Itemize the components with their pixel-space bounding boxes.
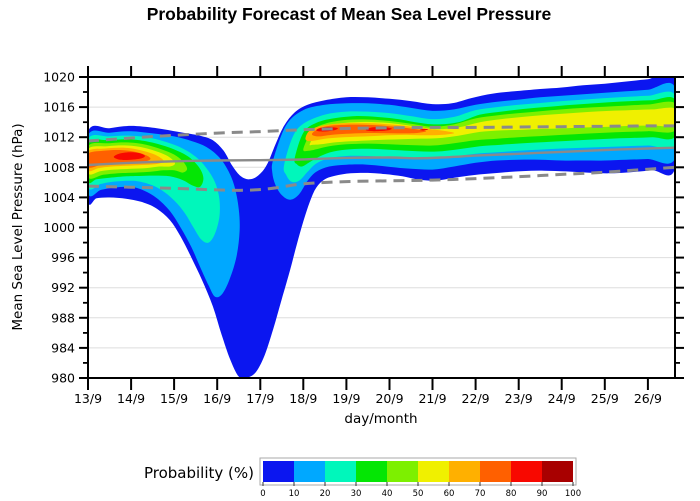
colorbar-segment (294, 461, 325, 482)
chart-title: Probability Forecast of Mean Sea Level P… (147, 4, 552, 24)
y-tick-label: 980 (51, 371, 75, 386)
colorbar-tick-label: 20 (320, 489, 331, 499)
colorbar-tick-label: 0 (260, 489, 265, 499)
x-tick-label: 19/9 (332, 391, 360, 406)
x-tick-label: 25/9 (591, 391, 619, 406)
climate-lines (88, 124, 675, 192)
colorbar-segment (480, 461, 511, 482)
y-tick-label: 1000 (43, 220, 75, 235)
x-tick-label: 17/9 (246, 391, 274, 406)
y-tick-label: 992 (51, 280, 75, 295)
probability-contours (88, 77, 675, 378)
colorbar-tick-label: 90 (537, 489, 548, 499)
x-axis-label: day/month (344, 411, 417, 427)
colorbar-segment (387, 461, 418, 482)
y-tick-label: 988 (51, 310, 75, 325)
y-tick-label: 1020 (43, 70, 75, 85)
colorbar: 0 10 20 30 40 50 60 70 80 90 100 (259, 457, 581, 499)
colorbar-segment (418, 461, 449, 482)
x-tick-label: 24/9 (548, 391, 576, 406)
contour-band-red-right-dot (419, 128, 429, 131)
climate-lower-dashed-line (88, 165, 675, 192)
colorbar-segment (511, 461, 542, 482)
colorbar-segment (263, 461, 294, 482)
colorbar-segment (542, 461, 573, 482)
y-tick-label: 1008 (43, 160, 75, 175)
y-tick-label: 1012 (43, 130, 75, 145)
colorbar-tick-label: 100 (565, 489, 581, 499)
y-tick-label: 984 (51, 340, 75, 355)
x-tick-label: 14/9 (117, 391, 145, 406)
colorbar-tick-label: 50 (413, 489, 424, 499)
climate-upper-dashed-line (88, 124, 675, 143)
x-tick-label: 15/9 (160, 391, 188, 406)
climate-median-line (88, 146, 675, 167)
y-tick-label: 1016 (43, 100, 75, 115)
colorbar-segment (325, 461, 356, 482)
x-tick-label: 22/9 (462, 391, 490, 406)
axes: 980 984 988 992 996 1000 1004 1008 1012 1016 1020 1… (43, 66, 684, 406)
x-tick-label: 13/9 (74, 391, 102, 406)
x-tick-label: 20/9 (375, 391, 403, 406)
x-tick-label: 26/9 (634, 391, 662, 406)
x-tick-label: 16/9 (203, 391, 231, 406)
colorbar-label: Probability (%) (144, 464, 254, 482)
y-tick-label: 996 (51, 250, 75, 265)
colorbar-tick-label: 70 (475, 489, 486, 499)
colorbar-tick-label: 40 (382, 489, 393, 499)
x-tick-label: 23/9 (505, 391, 533, 406)
y-tick-label: 1004 (43, 190, 75, 205)
colorbar-segment (356, 461, 387, 482)
colorbar-segment (449, 461, 480, 482)
colorbar-tick-label: 10 (289, 489, 300, 499)
colorbar-tick-label: 60 (444, 489, 455, 499)
y-axis-label: Mean Sea Level Pressure (hPa) (10, 123, 26, 330)
colorbar-tick-label: 30 (351, 489, 362, 499)
colorbar-tick-label: 80 (506, 489, 517, 499)
x-tick-label: 18/9 (289, 391, 317, 406)
x-tick-label: 21/9 (418, 391, 446, 406)
contour-band-red-left (113, 152, 145, 161)
